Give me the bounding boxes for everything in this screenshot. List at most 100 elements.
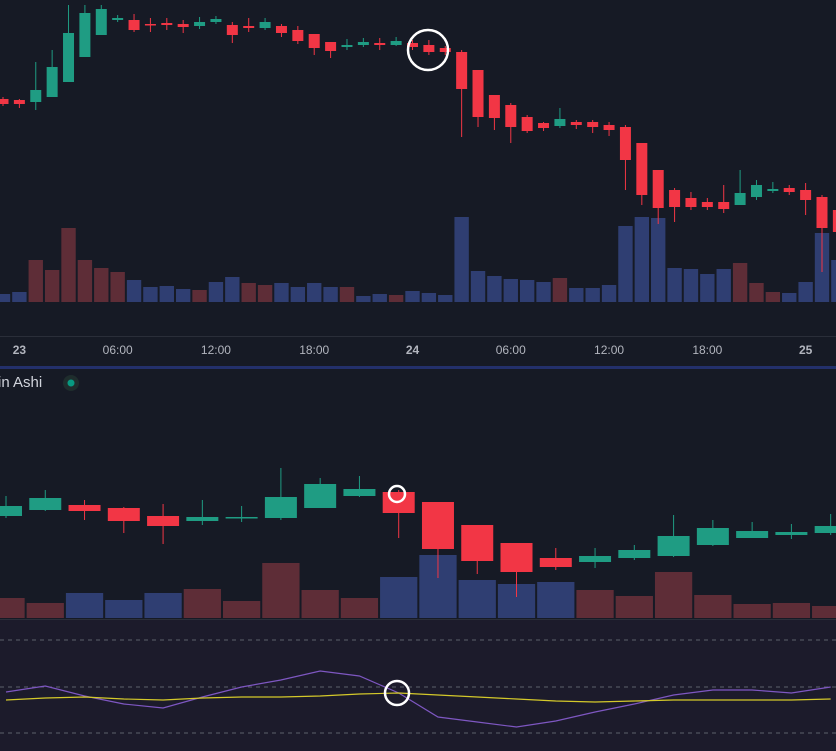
candle-body	[500, 543, 533, 572]
volume-bar	[307, 283, 322, 302]
volume-bar	[77, 260, 93, 302]
volume-bar	[536, 282, 551, 302]
volume-bar	[61, 228, 76, 302]
candle-body	[423, 45, 435, 52]
candle-body	[325, 42, 337, 51]
volume-bar	[634, 217, 650, 302]
volume-bar	[340, 598, 379, 618]
candle-body	[685, 198, 697, 207]
volume-bar	[537, 582, 575, 618]
highlight-circle	[383, 679, 411, 707]
volume-bar	[183, 589, 221, 618]
volume-bar	[585, 288, 600, 302]
candle-body	[636, 143, 648, 195]
candle-body	[147, 516, 180, 526]
candle-body	[341, 45, 353, 47]
candle-body	[63, 33, 75, 82]
candle-body	[587, 122, 599, 127]
volume-bar	[257, 285, 273, 302]
oscillator-line	[5, 692, 831, 703]
candle-body	[343, 489, 376, 496]
candle-body	[304, 484, 337, 508]
volume-bar	[208, 282, 224, 302]
candle-body	[128, 20, 140, 30]
volume-bar	[339, 287, 355, 302]
visibility-icon[interactable]	[63, 375, 79, 391]
candle-body	[775, 532, 808, 535]
candle-body	[357, 42, 369, 45]
volume-bar	[716, 269, 731, 302]
volume-bar	[372, 294, 387, 302]
indicator-title: in Ashi	[0, 374, 42, 391]
candle-body	[570, 122, 582, 125]
candle-body	[488, 95, 500, 118]
candle-body	[439, 48, 451, 52]
candle-body	[161, 23, 173, 25]
volume-bar	[126, 280, 142, 302]
volume-bar	[519, 280, 535, 302]
candle-body	[783, 188, 795, 192]
x-tick-label: 12:00	[594, 343, 624, 357]
candle-body	[539, 558, 572, 567]
candle-body	[618, 550, 651, 558]
candle-body	[243, 26, 255, 28]
volume-bar	[0, 294, 11, 302]
candle-body	[718, 202, 730, 209]
candle-body	[696, 528, 729, 545]
volume-bar	[12, 292, 27, 302]
candle-body	[29, 498, 62, 510]
pane-separator	[0, 366, 836, 369]
volume-bar	[765, 292, 781, 302]
volume-bar	[159, 286, 174, 302]
volume-bar	[651, 218, 666, 302]
volume-bar	[28, 260, 43, 302]
volume-bar	[301, 590, 339, 618]
candle-body	[554, 119, 566, 126]
volume-bar	[192, 290, 207, 302]
oscillator-line	[5, 670, 831, 728]
candle-body	[186, 517, 219, 521]
highlight-circle	[406, 28, 450, 72]
x-tick-label: 25	[799, 343, 813, 357]
oscillator-pane	[0, 620, 836, 751]
candle-body	[210, 19, 222, 22]
volume-bar	[576, 590, 614, 618]
candle-body	[30, 90, 42, 102]
icon-dot[interactable]	[67, 379, 75, 387]
candle-body	[750, 185, 762, 197]
volume-bar	[831, 260, 836, 302]
candle-body	[390, 41, 402, 45]
volume-bar	[241, 283, 256, 302]
candle-body	[194, 22, 206, 26]
volume-bar	[262, 563, 300, 618]
volume-bar	[458, 580, 496, 618]
candle-body	[657, 536, 690, 556]
candle-body	[407, 43, 418, 47]
candle-body	[46, 67, 58, 97]
candle-body	[225, 517, 258, 519]
volume-bar	[601, 285, 617, 302]
candle-body	[521, 117, 533, 131]
candle-body	[95, 9, 107, 35]
candle-body	[538, 123, 550, 128]
volume-bar	[143, 287, 158, 302]
candle-body	[736, 531, 769, 538]
candle-body	[472, 70, 484, 117]
x-tick-label: 12:00	[201, 343, 231, 357]
volume-bar	[44, 270, 60, 302]
x-tick-label: 06:00	[103, 343, 133, 357]
volume-bar	[144, 593, 182, 618]
candle-body	[275, 26, 287, 33]
volume-bar	[667, 268, 682, 302]
volume-bar	[388, 295, 404, 302]
volume-bar	[654, 572, 693, 618]
plot-layer: 23 06:00 12:00 18:00 24 06:00 12:00 18:00 25	[0, 5, 836, 734]
volume-bar	[105, 600, 143, 618]
volume-bar	[405, 291, 420, 302]
x-tick-label: 06:00	[496, 343, 526, 357]
volume-bar	[175, 289, 191, 302]
volume-bar	[470, 271, 486, 302]
candle-body	[79, 13, 91, 57]
volume-bar	[454, 217, 469, 302]
